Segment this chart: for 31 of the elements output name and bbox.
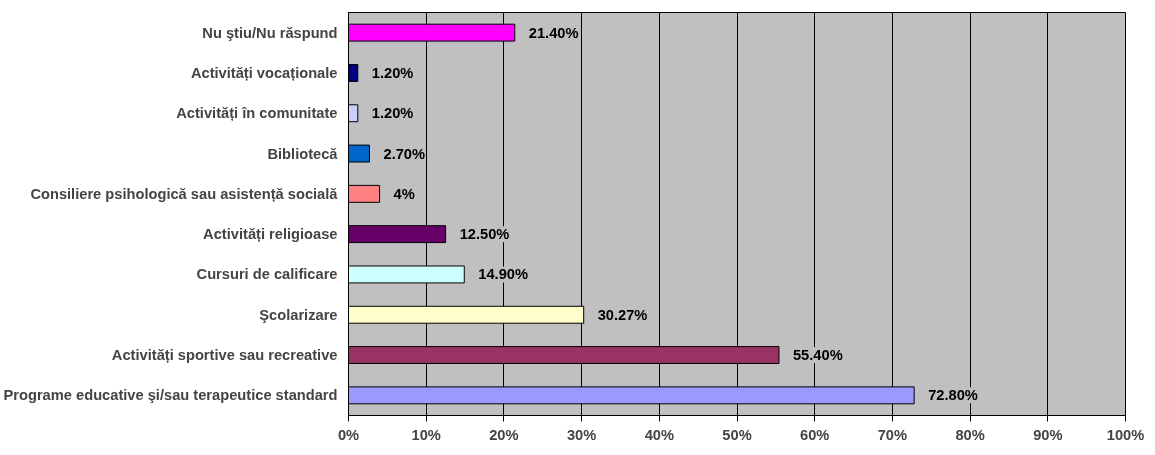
data-label: 30.27%: [597, 306, 648, 323]
x-tick-label: 40%: [644, 426, 674, 443]
x-tick-label: 100%: [1106, 426, 1145, 443]
y-tick-label: Activități religioase: [203, 226, 338, 243]
y-tick-label: Activități vocaționale: [190, 64, 338, 81]
x-tick-label: 90%: [1033, 426, 1063, 443]
x-tick-label: 0%: [337, 426, 360, 443]
y-tick-label: Activități în comunitate: [176, 105, 338, 122]
x-tick-label: 50%: [722, 426, 752, 443]
x-tick-label: 80%: [955, 426, 985, 443]
x-tick-label: 70%: [877, 426, 908, 443]
y-tick-label: Consiliere psihologică sau asistență socială: [30, 185, 339, 202]
data-label: 4%: [393, 185, 415, 202]
y-tick-label: Cursuri de calificare: [196, 266, 338, 283]
y-tick-label: Activități sportive sau recreative: [111, 347, 338, 364]
data-label: 14.90%: [478, 266, 528, 283]
data-label: 12.50%: [459, 226, 510, 243]
y-tick-label: Nu ştiu/Nu răspund: [202, 24, 338, 41]
x-tick-label: 60%: [800, 426, 830, 443]
data-label: 55.40%: [792, 347, 843, 364]
y-tick-label: Şcolarizare: [259, 306, 338, 323]
data-label: 72.80%: [928, 387, 978, 404]
data-label: 1.20%: [371, 105, 414, 122]
data-label: 2.70%: [383, 145, 426, 162]
y-tick-label: Programe educative şi/sau terapeutice standard: [3, 387, 338, 404]
y-tick-label: Bibliotecă: [267, 145, 339, 162]
x-tick-label: 30%: [566, 426, 597, 443]
x-tick-label: 20%: [489, 426, 519, 443]
data-label: 21.40%: [528, 24, 579, 41]
data-label: 1.20%: [371, 64, 414, 81]
x-tick-label: 10%: [411, 426, 441, 443]
